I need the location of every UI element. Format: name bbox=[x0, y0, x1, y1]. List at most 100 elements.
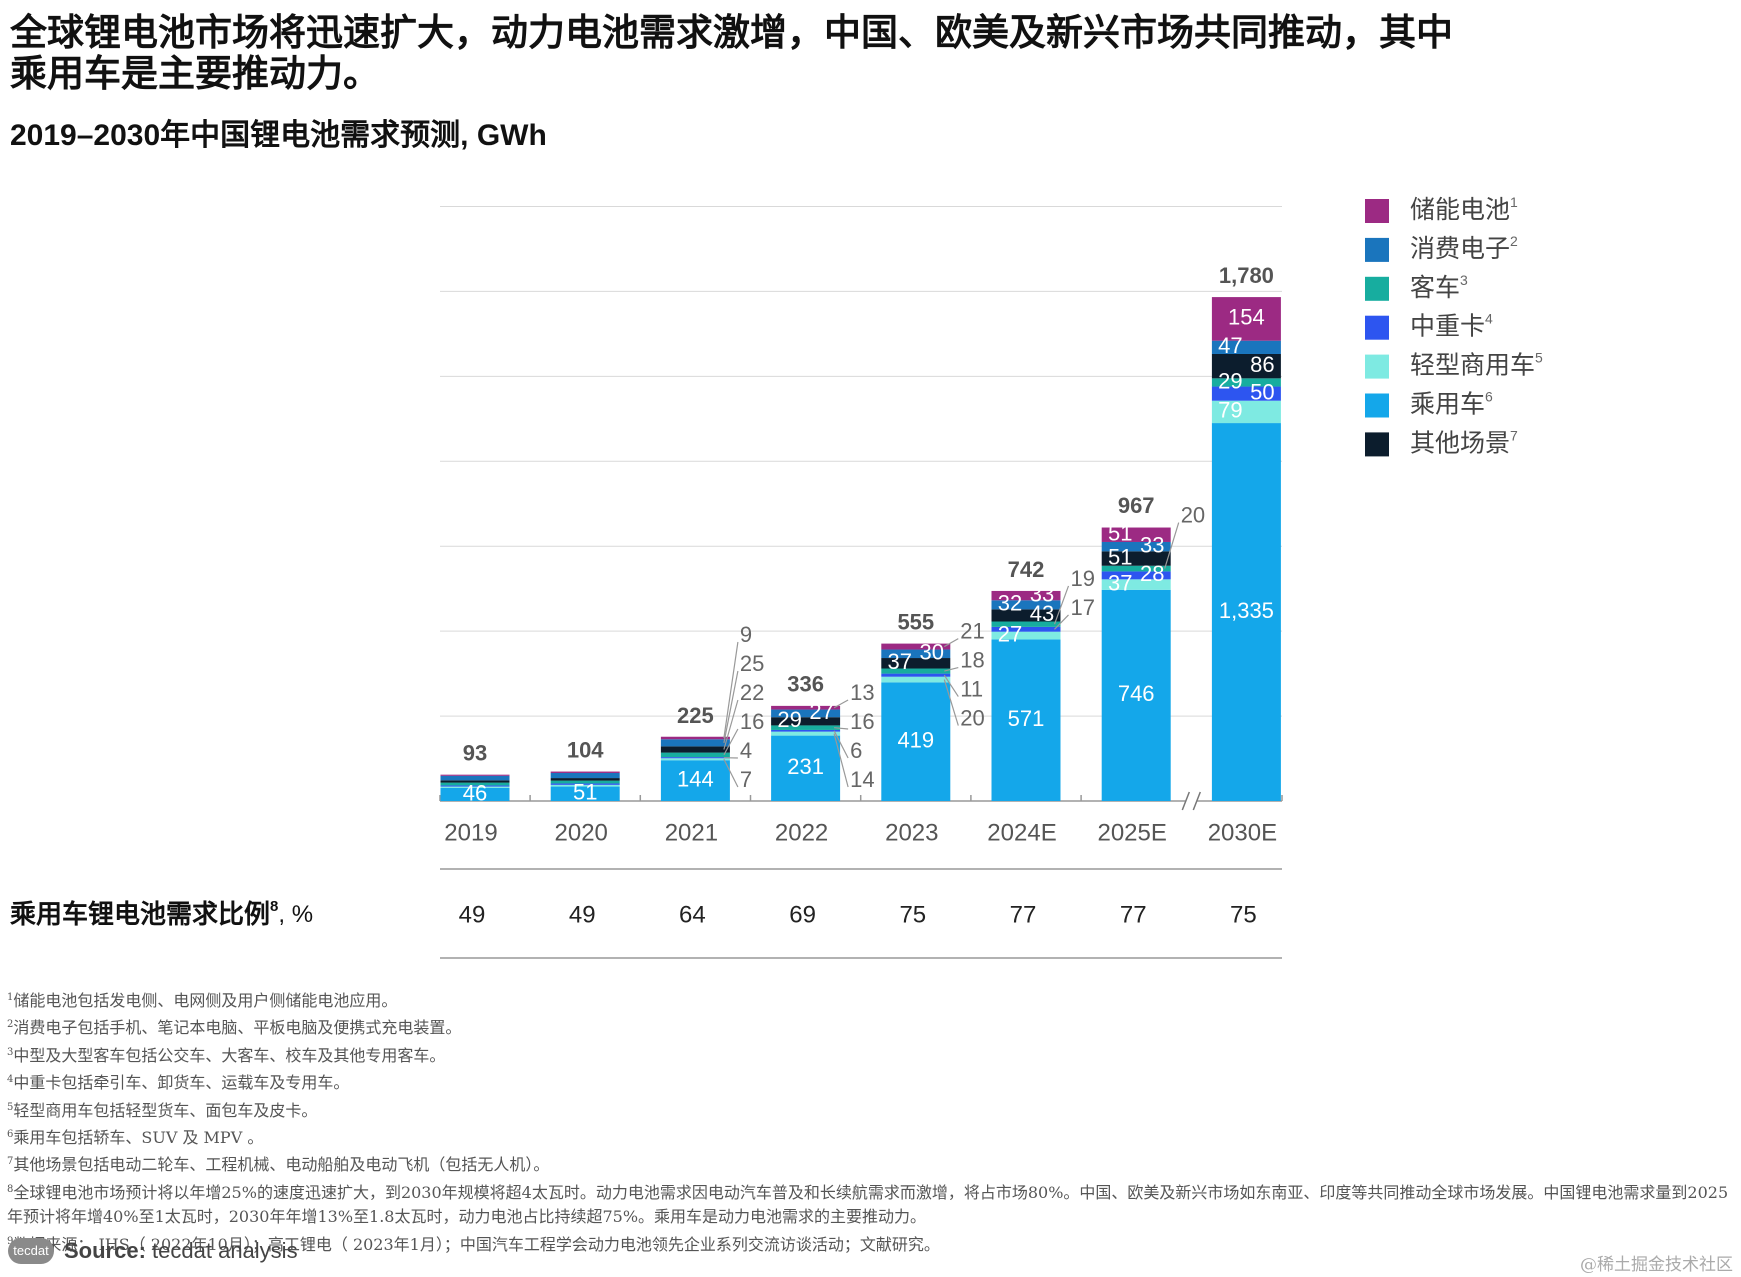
footnote: 8全球锂电池市场预计将以年增25%的速度迅速扩大，到2030年规模将超4太瓦时。… bbox=[7, 1178, 1732, 1230]
leader-line bbox=[833, 699, 849, 709]
legend-note: 7 bbox=[1510, 427, 1518, 443]
bar-segment bbox=[660, 758, 730, 761]
bar-segment bbox=[660, 736, 730, 740]
legend-note: 4 bbox=[1485, 310, 1493, 326]
legend-swatch bbox=[1365, 199, 1389, 223]
bar-segment bbox=[991, 639, 1061, 801]
headline-line: 全球锂电池市场将迅速扩大，动力电池需求激增，中国、欧美及新兴市场共同推动，其中 bbox=[10, 11, 1453, 54]
leader-line bbox=[723, 641, 739, 739]
segment-label-outside: 19 bbox=[1071, 566, 1095, 591]
footnote-mark: 8 bbox=[7, 1183, 14, 1195]
bar-segment bbox=[771, 725, 841, 730]
segment-label: 51 bbox=[1108, 521, 1132, 546]
footnote: 5轻型商用车包括轻型货车、面包车及皮卡。 bbox=[7, 1096, 1732, 1123]
footnote-mark: 5 bbox=[7, 1101, 14, 1113]
bar-segment bbox=[1101, 579, 1171, 590]
leader-line bbox=[944, 638, 959, 648]
share-label: 乘用车锂电池需求比例 bbox=[9, 899, 270, 929]
total-label: 104 bbox=[567, 737, 604, 762]
source-label: Source: bbox=[64, 1238, 146, 1263]
x-tick-label: 2025E bbox=[1097, 819, 1166, 846]
bar-segment bbox=[440, 787, 510, 801]
legend-label: 轻型商用车 bbox=[1410, 351, 1535, 379]
segment-label: 29 bbox=[777, 707, 801, 732]
bar-segment bbox=[771, 729, 841, 732]
legend-entry: 其他场景7 bbox=[1410, 427, 1518, 457]
share-unit: , % bbox=[278, 901, 313, 928]
footnote: 2消费电子包括手机、笔记本电脑、平板电脑及便携式充电装置。 bbox=[7, 1013, 1732, 1040]
footnote-mark: 2 bbox=[7, 1019, 14, 1031]
total-label: 1,780 bbox=[1219, 263, 1274, 288]
share-value: 75 bbox=[1230, 901, 1257, 928]
leader-line bbox=[833, 733, 849, 788]
axis-break bbox=[1181, 791, 1190, 811]
segment-label: 51 bbox=[573, 780, 597, 805]
segment-label-outside: 14 bbox=[850, 767, 874, 792]
segment-label: 47 bbox=[1218, 333, 1242, 358]
bar-segment bbox=[771, 717, 841, 726]
share-value: 49 bbox=[569, 901, 596, 928]
bar-segment bbox=[991, 631, 1061, 640]
bar-segment bbox=[550, 784, 620, 787]
bar-segment bbox=[440, 774, 510, 776]
leader-line bbox=[723, 728, 739, 756]
watermark: @稀土掘金技术社区 bbox=[1580, 1255, 1733, 1275]
bar-segment bbox=[1211, 297, 1281, 341]
bar-segment bbox=[550, 780, 620, 784]
legend-label: 乘用车 bbox=[1410, 390, 1485, 418]
segment-label: 27 bbox=[809, 699, 833, 724]
legend-swatch bbox=[1365, 354, 1389, 379]
bar-segment bbox=[881, 658, 951, 669]
share-value: 77 bbox=[1120, 901, 1147, 928]
legend-label: 客车 bbox=[1410, 273, 1460, 301]
chart-subtitle: 2019–2030年中国锂电池需求预测, GWh bbox=[10, 119, 547, 152]
segment-label: 51 bbox=[1108, 544, 1132, 569]
bar-segment bbox=[1211, 400, 1281, 424]
footnote-text: 其他场景包括电动二轮车、工程机械、电动船舶及电动飞机（包括无人机）。 bbox=[13, 1155, 550, 1175]
segment-label-outside: 11 bbox=[960, 676, 983, 701]
x-tick-label: 2020 bbox=[555, 819, 608, 846]
footnote-mark: 6 bbox=[7, 1129, 14, 1141]
bar-segment bbox=[550, 786, 620, 801]
footnote-text: 全球锂电池市场预计将以年增25%的速度迅速扩大，到2030年规模将超4太瓦时。动… bbox=[7, 1182, 1729, 1227]
bar-segment bbox=[660, 739, 730, 747]
segment-label-outside: 6 bbox=[850, 738, 862, 763]
segment-label: 37 bbox=[1108, 570, 1132, 595]
segment-label: 419 bbox=[897, 728, 934, 753]
leader-line bbox=[1053, 585, 1070, 625]
segment-label-outside: 13 bbox=[850, 680, 874, 705]
legend-label: 消费电子 bbox=[1410, 235, 1510, 263]
bar-segment bbox=[881, 682, 951, 801]
segment-label-outside: 22 bbox=[740, 680, 764, 705]
segment-label: 571 bbox=[1008, 706, 1045, 731]
bar-segment bbox=[1211, 423, 1281, 801]
bar-segment bbox=[550, 772, 620, 779]
axis-break-gap bbox=[1185, 791, 1198, 811]
bar-segment bbox=[991, 590, 1061, 601]
segment-label: 30 bbox=[920, 640, 944, 665]
bar-segment bbox=[1211, 386, 1281, 401]
legend-swatch bbox=[1365, 432, 1389, 457]
legend-swatch bbox=[1365, 276, 1389, 301]
share-note: 8 bbox=[270, 898, 278, 915]
footnote-mark: 9 bbox=[7, 1235, 14, 1247]
legend-label: 储能电池 bbox=[1410, 196, 1510, 224]
segment-label-outside: 17 bbox=[1071, 595, 1095, 620]
bar-segment bbox=[660, 746, 730, 753]
segment-label-outside: 9 bbox=[740, 622, 752, 647]
segment-label: 29 bbox=[1218, 368, 1242, 393]
footnote: 7其他场景包括电动二轮车、工程机械、电动船舶及电动飞机（包括无人机）。 bbox=[7, 1150, 1732, 1177]
footnote-mark: 7 bbox=[7, 1156, 14, 1168]
leader-line bbox=[1164, 522, 1180, 569]
footnote-text: 中重卡包括牵引车、卸货车、运载车及专用车。 bbox=[13, 1073, 350, 1093]
leader-line bbox=[723, 670, 739, 743]
segment-label: 46 bbox=[463, 780, 487, 805]
share-value: 69 bbox=[789, 901, 816, 928]
total-label: 225 bbox=[677, 703, 714, 728]
bar-segment bbox=[991, 609, 1061, 622]
bar-segment bbox=[1211, 378, 1281, 387]
footnote: 3中型及大型客车包括公交车、大客车、校车及其他专用客车。 bbox=[7, 1041, 1732, 1068]
bar-segment bbox=[1101, 527, 1171, 542]
segment-label: 43 bbox=[1030, 601, 1054, 626]
